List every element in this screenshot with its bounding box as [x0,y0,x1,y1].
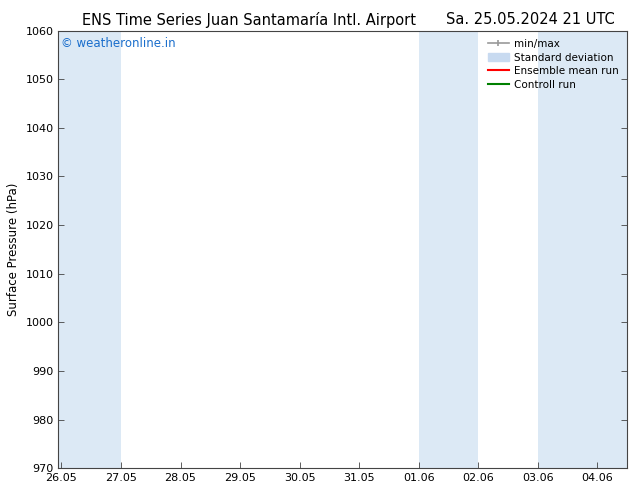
Legend: min/max, Standard deviation, Ensemble mean run, Controll run: min/max, Standard deviation, Ensemble me… [485,36,622,93]
Text: ENS Time Series Juan Santamaría Intl. Airport: ENS Time Series Juan Santamaría Intl. Ai… [82,12,417,28]
Bar [418,30,478,468]
Bar [538,30,627,468]
Text: © weatheronline.in: © weatheronline.in [61,37,176,50]
Y-axis label: Surface Pressure (hPa): Surface Pressure (hPa) [7,183,20,316]
Text: Sa. 25.05.2024 21 UTC: Sa. 25.05.2024 21 UTC [446,12,615,27]
Bar [58,30,121,468]
